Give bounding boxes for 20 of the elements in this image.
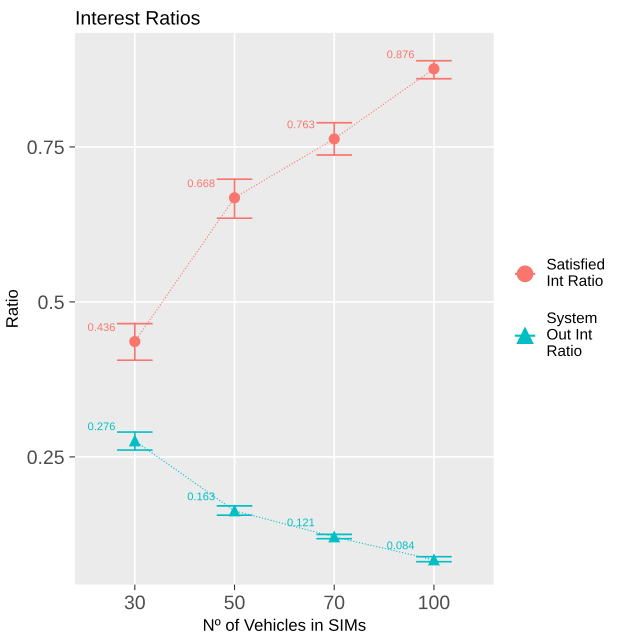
data-label: 0.668 (188, 179, 215, 188)
x-tick-label: 50 (224, 596, 245, 610)
x-axis-title: Nº of Vehicles in SIMs (204, 618, 366, 631)
data-label: 0.163 (188, 492, 215, 500)
data-label: 0.436 (88, 323, 115, 332)
data-label: 0.276 (88, 422, 115, 430)
y-axis-title: Ratio (6, 290, 18, 327)
chart-title: Interest Ratios (76, 10, 200, 25)
legend-label: System Out Int Ratio (547, 312, 596, 356)
x-tick-label: 70 (324, 596, 344, 610)
data-label: 0.121 (287, 518, 314, 526)
y-tick-label: 0.75 (28, 140, 64, 154)
data-label: 0.084 (387, 541, 414, 550)
y-tick-label: 0.25 (28, 450, 64, 464)
legend-label: Satisfied Int Ratio (547, 258, 604, 286)
x-tick-label: 100 (419, 596, 450, 610)
data-label: 0.876 (387, 50, 414, 58)
data-label: 0.763 (287, 120, 314, 128)
y-tick-label: 0.5 (38, 295, 64, 310)
x-tick-label: 30 (124, 596, 145, 610)
